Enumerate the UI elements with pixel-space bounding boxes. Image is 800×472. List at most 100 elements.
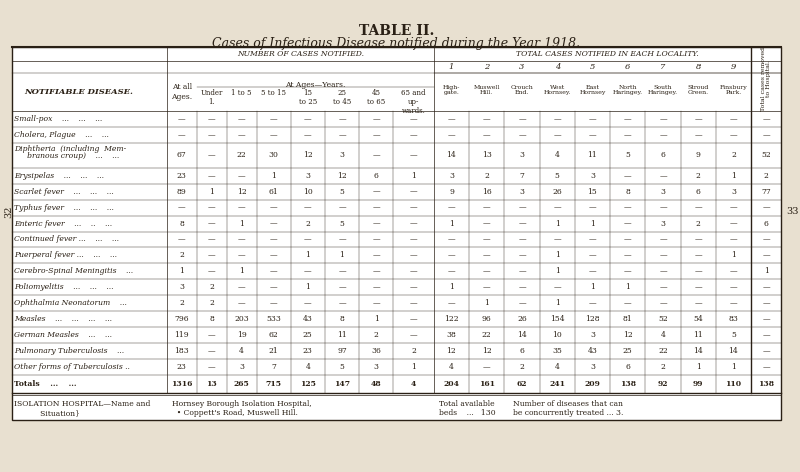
Text: 21: 21	[269, 347, 278, 355]
Text: 1: 1	[731, 172, 736, 180]
Text: 3: 3	[661, 219, 666, 228]
Text: 35: 35	[552, 347, 562, 355]
Text: —: —	[270, 203, 278, 211]
Text: 15
to 25: 15 to 25	[298, 89, 317, 106]
Text: 1: 1	[210, 188, 214, 196]
Text: 5: 5	[554, 172, 560, 180]
Text: —: —	[518, 252, 526, 260]
Text: —: —	[410, 267, 418, 275]
Text: German Measles    ...    ...: German Measles ... ...	[14, 331, 112, 339]
Text: —: —	[694, 283, 702, 291]
Text: ISOLATION HOSPITAL—Name and
           Situation}: ISOLATION HOSPITAL—Name and Situation}	[14, 400, 150, 417]
Text: —: —	[762, 203, 770, 211]
Text: 2: 2	[484, 63, 490, 71]
Text: 2: 2	[374, 331, 378, 339]
Text: —: —	[338, 115, 346, 123]
Text: 12: 12	[482, 347, 492, 355]
Text: 122: 122	[444, 315, 458, 323]
Text: 110: 110	[726, 380, 742, 388]
Text: —: —	[762, 331, 770, 339]
Text: 48: 48	[371, 380, 382, 388]
Text: Muswell
Hill.: Muswell Hill.	[474, 84, 500, 95]
Text: Total available
beds    ...   130: Total available beds ... 130	[439, 400, 495, 417]
Text: —: —	[338, 299, 346, 307]
Text: 1: 1	[731, 363, 736, 371]
Text: 204: 204	[443, 380, 459, 388]
Text: —: —	[238, 252, 246, 260]
Text: 5: 5	[731, 331, 736, 339]
Text: 3: 3	[731, 188, 736, 196]
Text: —: —	[448, 236, 455, 244]
Text: —: —	[410, 283, 418, 291]
Text: 26: 26	[517, 315, 527, 323]
Text: Measles    ...    ...    ...    ...: Measles ... ... ... ...	[14, 315, 112, 323]
Text: 2: 2	[661, 363, 666, 371]
Text: —: —	[624, 267, 631, 275]
Text: 52: 52	[658, 315, 668, 323]
Text: 4: 4	[554, 152, 560, 160]
Text: —: —	[208, 267, 215, 275]
Text: —: —	[448, 252, 455, 260]
Text: —: —	[730, 267, 738, 275]
Text: Finsbury
Park.: Finsbury Park.	[720, 84, 747, 95]
Text: 3: 3	[239, 363, 244, 371]
Text: 1: 1	[271, 172, 276, 180]
Text: —: —	[372, 283, 380, 291]
Text: 13: 13	[482, 152, 492, 160]
Text: Cases of Infectious Disease notified during the Year 1918.: Cases of Infectious Disease notified dur…	[212, 37, 581, 50]
Text: TABLE II.: TABLE II.	[358, 24, 434, 38]
Text: 6: 6	[661, 152, 666, 160]
Text: —: —	[762, 299, 770, 307]
Text: —: —	[372, 267, 380, 275]
Text: 209: 209	[585, 380, 601, 388]
Text: 6: 6	[696, 188, 701, 196]
Text: 12: 12	[623, 331, 633, 339]
Text: 81: 81	[623, 315, 633, 323]
Text: —: —	[372, 219, 380, 228]
Text: 3: 3	[519, 63, 525, 71]
Text: 1: 1	[590, 283, 595, 291]
Text: 96: 96	[482, 315, 492, 323]
Text: —: —	[589, 299, 596, 307]
Text: 13: 13	[206, 380, 217, 388]
Text: 8: 8	[695, 63, 701, 71]
Text: —: —	[659, 236, 667, 244]
Text: 1: 1	[590, 219, 595, 228]
Text: —: —	[762, 283, 770, 291]
Text: 1: 1	[554, 299, 560, 307]
Text: 89: 89	[177, 188, 186, 196]
Text: 1 to 5: 1 to 5	[231, 89, 252, 97]
Text: 11: 11	[588, 152, 598, 160]
Text: —: —	[448, 203, 455, 211]
Text: 5: 5	[339, 363, 345, 371]
Text: 16: 16	[482, 188, 492, 196]
Text: 6: 6	[625, 63, 630, 71]
Text: 1: 1	[411, 363, 416, 371]
Text: —: —	[483, 283, 490, 291]
Text: —: —	[410, 188, 418, 196]
Text: 15: 15	[588, 188, 598, 196]
Text: —: —	[448, 299, 455, 307]
Text: Enteric fever    ...    ..    ...: Enteric fever ... .. ...	[14, 219, 112, 228]
Bar	[12, 47, 781, 420]
Text: —: —	[410, 236, 418, 244]
Text: Poliomyelitis    ...    ...    ...: Poliomyelitis ... ... ...	[14, 283, 114, 291]
Text: 62: 62	[517, 380, 527, 388]
Text: 2: 2	[179, 252, 184, 260]
Text: Continued fever ...    ...    ...: Continued fever ... ... ...	[14, 236, 119, 244]
Text: Hornsey Borough Isolation Hospital,
  • Coppett's Road, Muswell Hill.: Hornsey Borough Isolation Hospital, • Co…	[172, 400, 311, 417]
Text: —: —	[410, 331, 418, 339]
Text: —: —	[410, 203, 418, 211]
Text: 14: 14	[694, 347, 703, 355]
Text: 1: 1	[239, 267, 244, 275]
Text: 2: 2	[484, 172, 489, 180]
Text: 23: 23	[177, 363, 186, 371]
Text: —: —	[238, 299, 246, 307]
Text: 3: 3	[590, 331, 595, 339]
Text: —: —	[238, 172, 246, 180]
Text: —: —	[270, 299, 278, 307]
Text: —: —	[178, 236, 186, 244]
Text: —: —	[624, 203, 631, 211]
Text: Under
1.: Under 1.	[201, 89, 223, 106]
Text: —: —	[762, 236, 770, 244]
